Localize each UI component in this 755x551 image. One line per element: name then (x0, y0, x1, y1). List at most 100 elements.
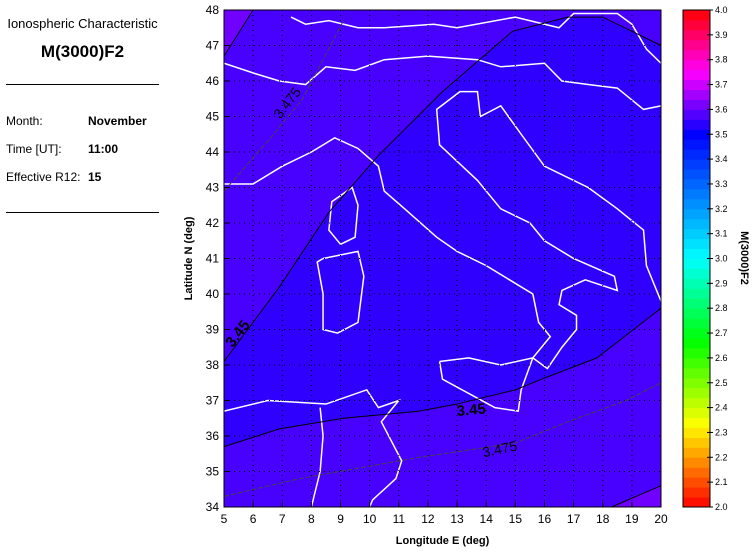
time-value: 11:00 (88, 142, 119, 156)
colorbar-tick-label: 3.0 (715, 254, 728, 264)
colorbar-swatch (683, 367, 710, 379)
x-tick-label: 19 (625, 512, 639, 526)
x-tick-label: 12 (421, 512, 435, 526)
chart-title: M(3000)F2 (40, 42, 125, 61)
colorbar-swatch (683, 497, 710, 508)
colorbar-tick-label: 3.9 (715, 30, 728, 40)
coastline (316, 250, 365, 334)
coastline (224, 90, 662, 370)
colorbar-tick-label: 3.3 (715, 179, 728, 189)
colorbar-swatch (683, 357, 710, 369)
y-axis-label: Latitude N (deg) (183, 216, 195, 300)
contour-label: 3.45 (456, 400, 487, 419)
colorbar-swatch (683, 417, 710, 428)
r12-label: Effective R12: (6, 170, 81, 184)
colorbar-tick-label: 2.3 (715, 427, 728, 437)
time-label: Time [UT]: (6, 142, 62, 156)
x-tick-label: 10 (363, 512, 377, 526)
colorbar-tick-label: 3.2 (715, 204, 728, 214)
x-tick-label: 14 (480, 512, 494, 526)
colorbar-swatch (683, 258, 710, 269)
colorbar-tick-label: 2.8 (715, 303, 728, 313)
y-tick-label: 42 (206, 216, 220, 230)
colorbar-swatch (683, 437, 710, 448)
contour-line-3.475 (223, 9, 254, 57)
colorbar-swatch (683, 39, 710, 51)
colorbar-swatch (683, 228, 710, 240)
x-axis-label: Longitude E (deg) (396, 535, 490, 547)
x-tick-label: 6 (250, 512, 257, 526)
colorbar-swatch (683, 139, 710, 150)
colorbar-swatch (683, 308, 710, 319)
y-tick-label: 34 (206, 500, 220, 514)
contour-label: 3.475 (481, 437, 519, 460)
colorbar-swatch (683, 347, 710, 359)
y-tick-label: 45 (206, 110, 220, 124)
x-tick-label: 18 (596, 512, 610, 526)
y-tick-label: 39 (206, 323, 220, 337)
y-tick-label: 40 (206, 287, 220, 301)
colorbar-swatch (683, 19, 710, 31)
colorbar-swatch (683, 198, 710, 210)
y-tick-label: 35 (206, 465, 220, 479)
colorbar-swatch (683, 169, 710, 180)
colorbar-swatch (683, 278, 710, 289)
colorbar-swatch (683, 49, 710, 61)
colorbar-tick-label: 3.6 (715, 104, 728, 114)
colorbar-swatch (683, 298, 710, 309)
y-tick-label: 43 (206, 181, 220, 195)
x-tick-label: 5 (221, 512, 228, 526)
colorbar-tick-label: 4.0 (715, 5, 728, 15)
x-tick-label: 13 (450, 512, 464, 526)
colorbar-swatch (683, 10, 710, 21)
colorbar-swatch (683, 119, 710, 130)
colorbar-tick-label: 3.8 (715, 55, 728, 65)
colorbar-swatch (683, 178, 710, 190)
y-tick-label: 48 (206, 3, 220, 17)
r12-value: 15 (88, 170, 102, 184)
colorbar-swatch (683, 59, 710, 71)
y-tick-label: 36 (206, 429, 220, 443)
contour-line-3.45 (223, 307, 662, 448)
colorbar-swatch (683, 288, 710, 299)
divider (6, 212, 159, 213)
y-tick-label: 46 (206, 74, 220, 88)
x-tick-label: 15 (509, 512, 523, 526)
y-tick-label: 38 (206, 358, 220, 372)
coastline (328, 186, 359, 245)
colorbar-swatch (683, 99, 710, 110)
colorbar-swatch (683, 89, 710, 100)
colorbar-swatch (683, 188, 710, 200)
colorbar-swatch (683, 208, 710, 220)
colorbar-swatch (683, 248, 710, 259)
colorbar-swatch (683, 69, 710, 81)
colorbar-tick-label: 2.7 (715, 328, 728, 338)
y-tick-label: 47 (206, 39, 220, 53)
colorbar-tick-label: 2.2 (715, 452, 728, 462)
month-label: Month: (6, 114, 43, 128)
x-tick-label: 16 (538, 512, 552, 526)
coastline (290, 12, 662, 64)
field-region-low (224, 17, 661, 447)
colorbar-swatch (683, 29, 710, 41)
colorbar-swatch (683, 149, 710, 160)
colorbar-tick-label: 2.5 (715, 378, 728, 388)
contour-line-3.475 (611, 485, 662, 508)
colorbar-tick-label: 2.1 (715, 477, 728, 487)
colorbar-label: M(3000)F2 (738, 231, 750, 285)
colorbar-swatch (683, 467, 710, 478)
y-tick-label: 44 (206, 145, 220, 159)
x-tick-label: 7 (279, 512, 286, 526)
colorbar-swatch (683, 447, 710, 458)
y-tick-label: 37 (206, 394, 220, 408)
colorbar-swatch (683, 109, 710, 120)
colorbar-swatch (683, 387, 710, 399)
colorbar-swatch (683, 218, 710, 230)
y-tick-label: 41 (206, 252, 220, 266)
colorbar-swatch (683, 318, 710, 329)
colorbar-swatch (683, 457, 710, 468)
chart-subtitle: Ionospheric Characteristic (7, 16, 158, 31)
x-tick-label: 8 (308, 512, 315, 526)
colorbar-tick-label: 2.9 (715, 278, 728, 288)
